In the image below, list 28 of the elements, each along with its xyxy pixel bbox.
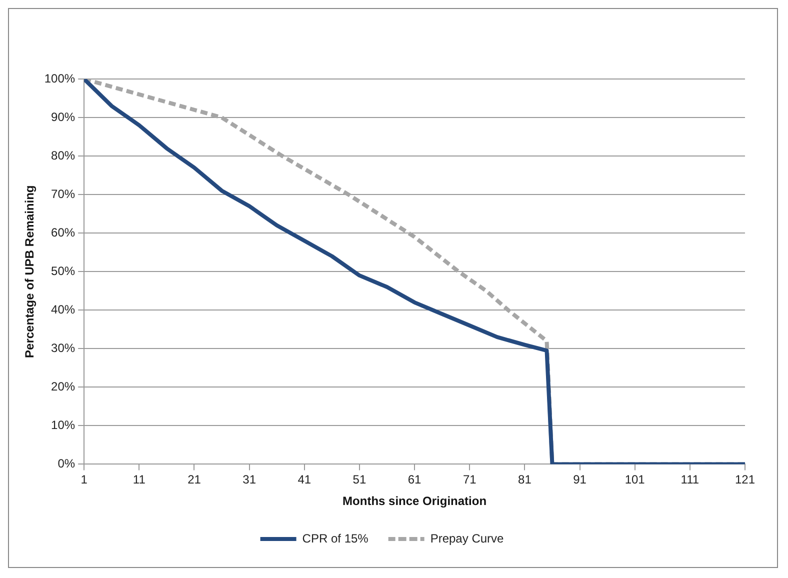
y-tick-label: 80%	[51, 148, 76, 162]
y-axis-title: Percentage of UPB Remaining	[22, 185, 37, 358]
x-tick-label: 1	[80, 472, 88, 487]
x-axis-title: Months since Origination	[342, 494, 487, 508]
y-tick-label: 20%	[51, 379, 76, 394]
x-tick-label: 111	[680, 472, 700, 487]
x-tick-label: 91	[573, 472, 587, 487]
y-tick-label: 50%	[51, 264, 76, 278]
y-tick-label: 10%	[51, 418, 76, 432]
x-tick-label: 11	[132, 472, 146, 487]
x-tick-label: 101	[624, 472, 646, 487]
x-tick-label: 121	[734, 472, 756, 487]
x-tick-label: 21	[188, 472, 202, 487]
y-tick-label: 90%	[51, 110, 76, 124]
y-tick-label: 60%	[51, 225, 76, 240]
y-tick-label: 100%	[44, 71, 76, 86]
x-tick-label: 41	[298, 472, 312, 487]
x-tick-label: 61	[408, 472, 422, 487]
x-tick-label: 71	[462, 472, 477, 487]
y-tick-label: 0%	[58, 456, 76, 471]
x-tick-label: 51	[352, 472, 366, 487]
y-tick-label: 40%	[51, 302, 76, 316]
y-tick-label: 70%	[51, 186, 76, 201]
y-tick-label: 30%	[51, 340, 76, 355]
legend-label: CPR of 15%	[302, 531, 369, 546]
x-tick-label: 81	[518, 472, 532, 487]
x-tick-label: 31	[242, 472, 256, 487]
legend-label: Prepay Curve	[430, 531, 504, 546]
